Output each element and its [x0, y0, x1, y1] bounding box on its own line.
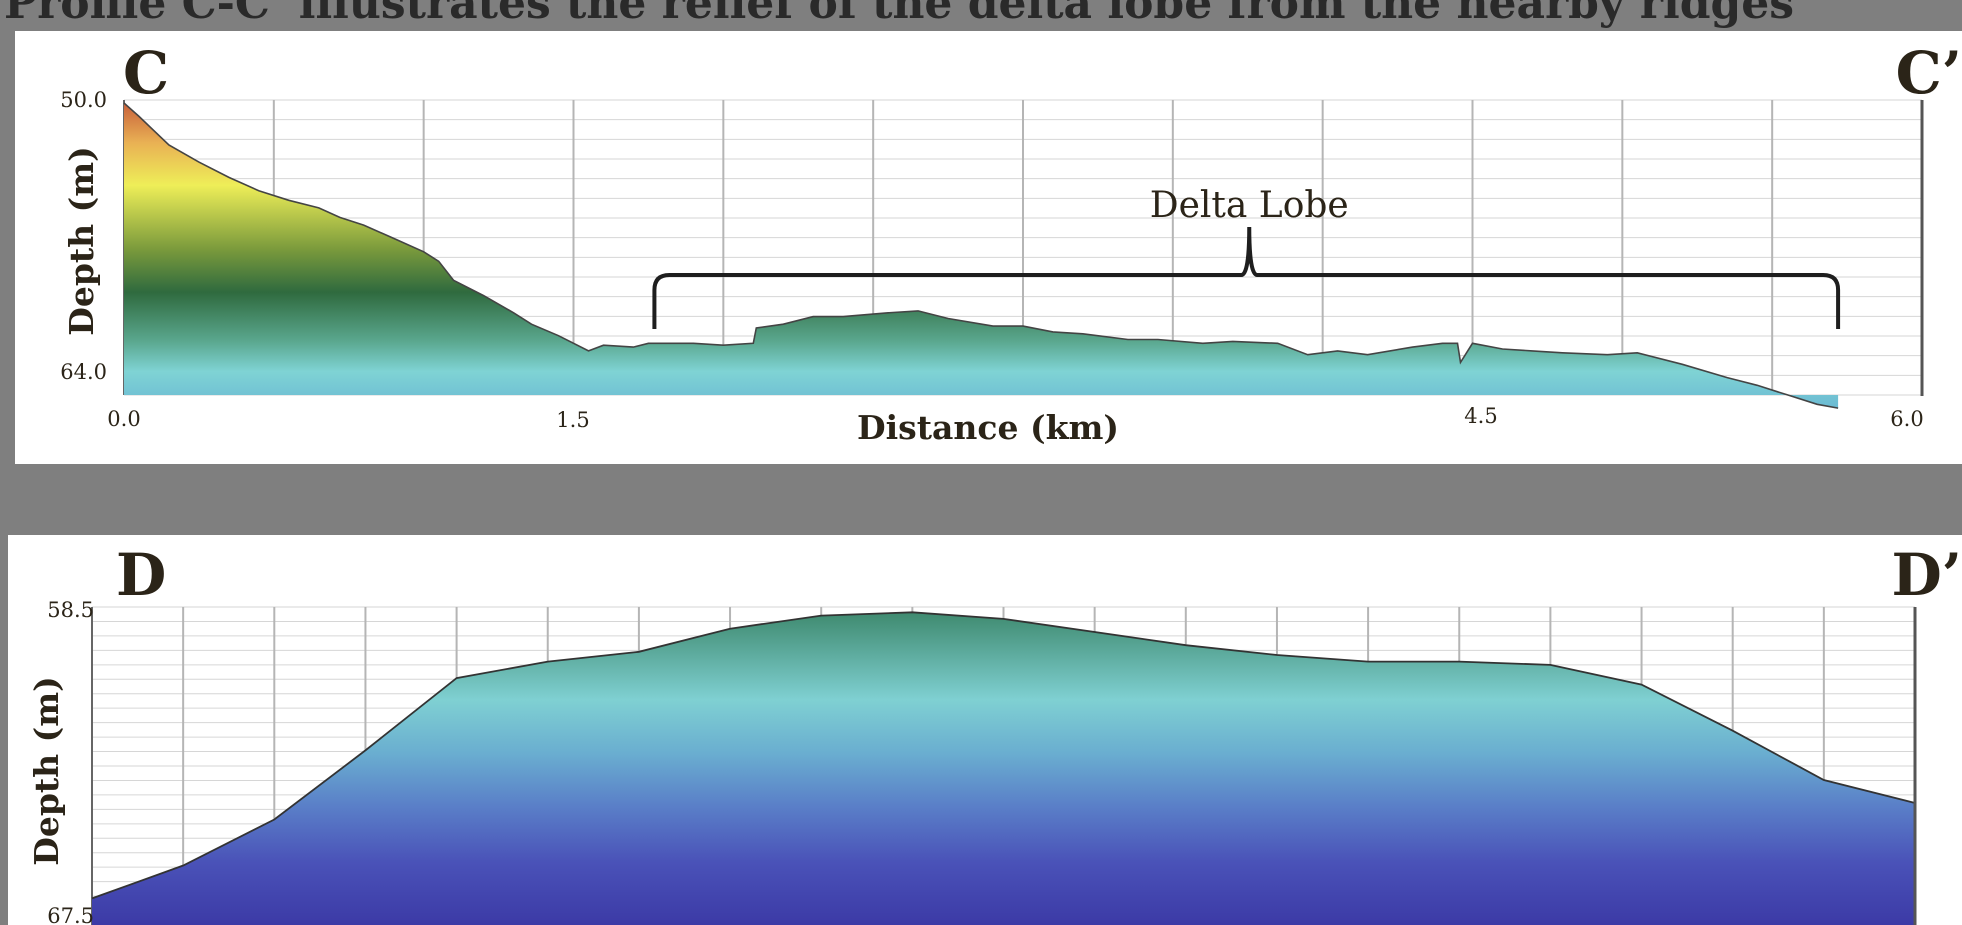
- y-tick-bottom: 64.0: [60, 360, 107, 384]
- profile-c-area: [124, 103, 1839, 409]
- x-tick-2: 4.5: [1464, 404, 1497, 428]
- y-tick-top: 58.5: [47, 598, 94, 622]
- point-c-prime-label: C’: [1896, 39, 1962, 107]
- profile-d-panel: D D’ 58.5 67.5 Depth (m): [8, 535, 1962, 925]
- y-tick-top: 50.0: [60, 88, 107, 112]
- profile-d-line: [91, 611, 1916, 900]
- delta-lobe-label: Delta Lobe: [1150, 185, 1349, 226]
- y-axis-label: Depth (m): [27, 676, 66, 866]
- point-d-label: D: [116, 541, 166, 609]
- profile-c-panel: Delta Lobe C C’ 50.0 64.0 0.0 1.5 4.5 6.…: [15, 31, 1962, 464]
- point-d-prime-label: D’: [1892, 541, 1962, 609]
- delta-lobe-bracket: [652, 226, 1841, 329]
- x-axis-label: Distance (km): [857, 408, 1119, 447]
- figure-caption: Profile C-C' illustrates the relief of t…: [4, 0, 1794, 29]
- x-tick-1: 1.5: [556, 408, 589, 432]
- profile-c-chart: Delta Lobe C C’ 50.0 64.0 0.0 1.5 4.5 6.…: [60, 39, 1962, 447]
- x-tick-3: 6.0: [1890, 407, 1923, 431]
- x-tick-0: 0.0: [107, 407, 140, 431]
- y-tick-bottom: 67.5: [47, 904, 94, 925]
- profile-d-area: [92, 612, 1915, 925]
- y-axis-label: Depth (m): [62, 146, 101, 336]
- point-c-label: C: [123, 39, 169, 107]
- profile-c-line: [123, 102, 1839, 409]
- profile-d-chart: D D’ 58.5 67.5 Depth (m): [27, 541, 1962, 925]
